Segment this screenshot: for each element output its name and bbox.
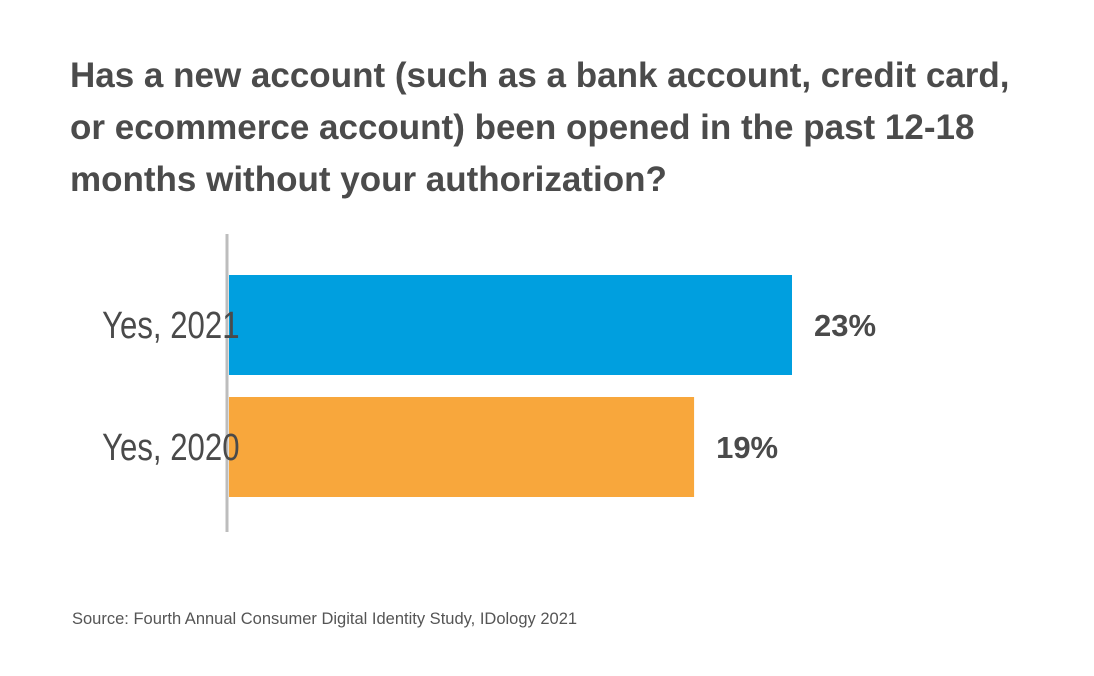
chart-title: Has a new account (such as a bank accoun… xyxy=(70,56,1010,199)
bars-layer: Yes, 2021 23% Yes, 2020 19% xyxy=(102,275,876,497)
category-label-1: Yes, 2021 xyxy=(102,305,239,347)
category-label-2: Yes, 2020 xyxy=(102,427,239,469)
value-label-1: 23% xyxy=(814,308,876,343)
value-label-2: 19% xyxy=(716,430,778,465)
bar-1 xyxy=(229,275,792,375)
bar-2 xyxy=(229,397,695,497)
source-note: Source: Fourth Annual Consumer Digital I… xyxy=(72,610,578,628)
